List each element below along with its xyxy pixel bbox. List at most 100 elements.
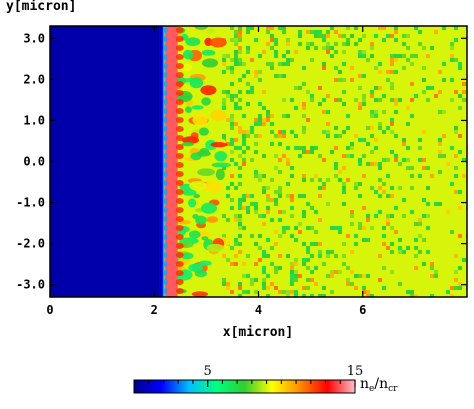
density-speckle (246, 46, 251, 50)
density-speckle (402, 142, 407, 146)
density-speckle (446, 162, 451, 166)
density-speckle (390, 122, 395, 126)
ripple-mark (175, 135, 184, 141)
density-speckle (350, 222, 355, 226)
density-speckle (442, 154, 447, 158)
y-tick-label: 3.0 (23, 31, 45, 45)
density-speckle (366, 290, 371, 294)
density-speckle (390, 270, 395, 274)
density-speckle (346, 38, 351, 42)
density-speckle (394, 102, 399, 106)
density-speckle (302, 82, 307, 86)
density-speckle (282, 210, 287, 214)
density-speckle (314, 46, 319, 50)
density-speckle (238, 38, 243, 42)
ripple-mark (163, 72, 168, 78)
density-speckle (414, 238, 419, 242)
density-speckle (294, 106, 299, 110)
density-speckle (266, 210, 271, 214)
density-speckle (322, 110, 327, 114)
density-speckle (426, 54, 431, 58)
density-speckle (414, 266, 419, 270)
density-speckle (226, 286, 231, 290)
density-speckle (294, 274, 299, 278)
density-speckle (334, 174, 339, 178)
density-speckle (454, 58, 459, 62)
density-speckle (398, 250, 403, 254)
density-speckle (246, 146, 251, 150)
density-speckle (270, 26, 275, 30)
y-tick-label: 2.0 (23, 72, 45, 86)
density-speckle (406, 158, 411, 162)
density-speckle (278, 254, 283, 258)
ripple-mark (163, 171, 168, 177)
ripple-mark (163, 81, 168, 87)
density-speckle (326, 42, 331, 46)
density-speckle (258, 114, 263, 118)
density-speckle (322, 158, 327, 162)
filament-blob (215, 168, 225, 181)
density-speckle (322, 130, 327, 134)
density-speckle (418, 218, 423, 222)
density-speckle (334, 254, 339, 258)
density-speckle (310, 278, 315, 282)
density-speckle (362, 74, 367, 78)
density-speckle (410, 166, 415, 170)
density-speckle (350, 214, 355, 218)
filament-blob (194, 269, 208, 278)
density-speckle (238, 26, 243, 30)
density-speckle (438, 110, 443, 114)
density-speckle (274, 202, 279, 206)
filament-blob (198, 230, 211, 239)
density-speckle (366, 58, 371, 62)
density-speckle (234, 262, 239, 266)
density-speckle (318, 194, 323, 198)
density-speckle (226, 142, 231, 146)
density-speckle (410, 186, 415, 190)
density-speckle (414, 26, 419, 30)
density-speckle (250, 90, 255, 94)
density-speckle (342, 242, 347, 246)
density-speckle (378, 278, 383, 282)
filament-blob (178, 95, 192, 100)
density-speckle (278, 142, 283, 146)
ripple-mark (163, 45, 168, 51)
ripple-mark (175, 108, 184, 114)
density-speckle (270, 198, 275, 202)
ripple-mark (175, 126, 184, 132)
density-speckle (350, 210, 355, 214)
density-speckle (262, 222, 267, 226)
density-speckle (386, 70, 391, 74)
ripple-mark (175, 45, 184, 51)
density-speckle (334, 134, 339, 138)
ripple-mark (163, 36, 168, 42)
colorbar: 5 15 ne/ncr (133, 364, 398, 394)
ripple-mark (175, 207, 184, 213)
density-speckle (238, 182, 243, 186)
filament-blob (185, 106, 192, 113)
density-speckle (322, 62, 327, 66)
density-speckle (222, 90, 227, 94)
density-speckle (270, 178, 275, 182)
density-speckle (358, 274, 363, 278)
density-speckle (398, 98, 403, 102)
density-speckle (358, 74, 363, 78)
density-speckle (342, 62, 347, 66)
density-speckle (346, 154, 351, 158)
density-speckle (326, 202, 331, 206)
density-speckle (286, 158, 291, 162)
density-speckle (242, 290, 247, 294)
density-speckle (390, 194, 395, 198)
density-speckle (462, 82, 467, 86)
density-speckle (338, 170, 343, 174)
density-speckle (242, 142, 247, 146)
density-speckle (450, 78, 455, 82)
density-speckle (422, 46, 427, 50)
density-speckle (386, 222, 391, 226)
ripple-mark (175, 153, 184, 159)
filament-blob (181, 141, 195, 147)
density-speckle (234, 54, 239, 58)
density-speckle (354, 234, 359, 238)
density-speckle (262, 278, 267, 282)
